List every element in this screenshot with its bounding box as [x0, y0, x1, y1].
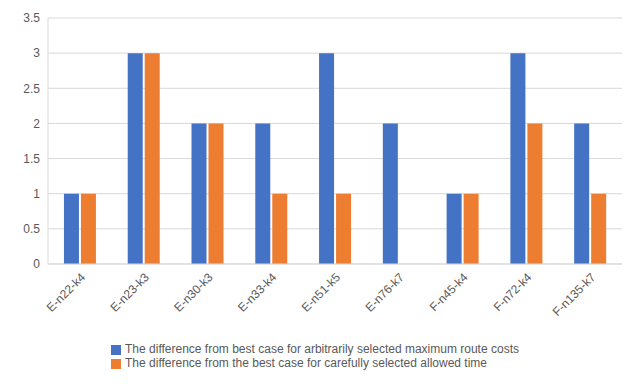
svg-text:E-n76-k7: E-n76-k7 — [363, 270, 408, 315]
svg-text:3: 3 — [33, 46, 40, 60]
svg-text:3.5: 3.5 — [23, 11, 40, 25]
svg-text:F-n72-k4: F-n72-k4 — [491, 270, 535, 314]
svg-text:F-n135-k7: F-n135-k7 — [550, 270, 599, 319]
svg-text:F-n45-k4: F-n45-k4 — [427, 270, 471, 314]
svg-text:0: 0 — [33, 257, 40, 271]
svg-text:E-n51-k5: E-n51-k5 — [299, 270, 344, 315]
svg-text:2.5: 2.5 — [23, 82, 40, 96]
html-text:The difference from best case: The difference from best case for arbitr… — [125, 342, 519, 356]
svg-text:1: 1 — [33, 187, 40, 201]
svg-text:0.5: 0.5 — [23, 222, 40, 236]
svg-text:E-n23-k3: E-n23-k3 — [107, 270, 152, 315]
svg-text:2: 2 — [33, 117, 40, 131]
svg-text:E-n33-k4: E-n33-k4 — [235, 270, 280, 315]
svg-text:E-n22-k4: E-n22-k4 — [44, 270, 89, 315]
svg-text:1.5: 1.5 — [23, 152, 40, 166]
html-text:The difference from the best c: The difference from the best case for ca… — [125, 356, 487, 370]
svg-text:E-n30-k3: E-n30-k3 — [171, 270, 216, 315]
